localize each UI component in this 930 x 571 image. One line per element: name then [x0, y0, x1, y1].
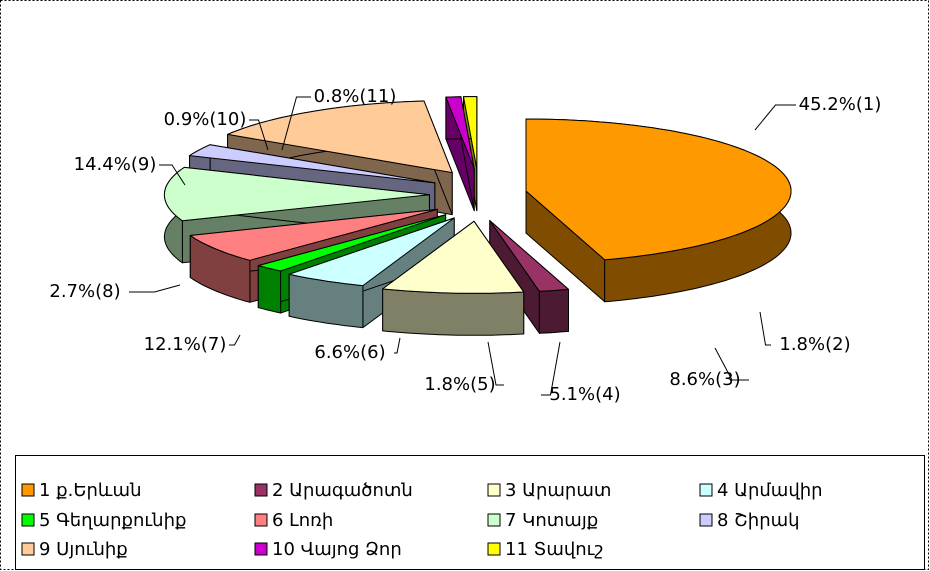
legend-box — [15, 455, 925, 570]
legend-swatch — [699, 513, 713, 527]
data-label: 12.1%(7) — [144, 334, 227, 355]
data-label: 1.8%(5) — [424, 374, 495, 395]
slice — [163, 166, 430, 222]
legend-label: 2 Արագածոտն — [272, 480, 413, 501]
legend-swatch — [487, 542, 501, 556]
data-label: 8.6%(3) — [669, 369, 740, 390]
slice-side — [257, 265, 282, 314]
leader-line — [541, 341, 561, 396]
leader-line — [129, 284, 181, 293]
legend-swatch — [254, 513, 268, 527]
leader-line — [714, 347, 749, 381]
legend-swatch — [21, 513, 35, 527]
slice — [189, 144, 436, 184]
slice — [227, 100, 453, 174]
leader-line — [229, 334, 241, 346]
slice — [189, 208, 438, 261]
leader-line — [159, 164, 186, 186]
legend-label: 9 Սյունիք — [39, 539, 128, 560]
legend-swatch — [254, 483, 268, 497]
legend-swatch — [21, 483, 35, 497]
slice — [288, 217, 455, 287]
legend-label: 3 Արարատ — [505, 480, 611, 501]
legend-swatch — [487, 483, 501, 497]
legend-label: 8 Շիրակ — [717, 510, 800, 531]
data-label: 5.1%(4) — [549, 384, 620, 405]
leader-line — [394, 337, 401, 354]
legend-swatch — [487, 513, 501, 527]
data-label: 1.8%(2) — [779, 334, 850, 355]
leader-line — [759, 311, 771, 346]
slice-side — [538, 288, 569, 334]
data-label: 0.9%(10) — [164, 109, 247, 130]
legend-label: 5 Գեղարքունիք — [39, 510, 186, 531]
legend-label: 7 Կոտայք — [505, 510, 598, 531]
leader-line — [487, 341, 504, 386]
legend-label: 10 Վայոց Ձոր — [272, 539, 402, 560]
slice — [445, 96, 475, 170]
legend-swatch — [699, 483, 713, 497]
slice — [257, 214, 447, 272]
legend-swatch — [254, 542, 268, 556]
slice — [382, 220, 525, 294]
legend-label: 6 Լոռի — [272, 510, 333, 531]
leader-line — [281, 96, 311, 151]
data-label: 45.2%(1) — [799, 94, 882, 115]
legend-label: 4 Արմավիր — [717, 480, 823, 501]
slice-side — [382, 288, 525, 336]
data-label: 6.6%(6) — [314, 342, 385, 363]
slice — [525, 118, 792, 261]
slice — [489, 220, 569, 292]
data-label: 0.8%(11) — [314, 86, 397, 107]
legend-label: 1 ք.Երևան — [39, 480, 141, 501]
legend-label: 11 Տավուշ — [505, 539, 603, 560]
slice — [463, 96, 478, 170]
data-label: 2.7%(8) — [49, 281, 120, 302]
leader-line — [754, 104, 796, 131]
data-label: 14.4%(9) — [74, 154, 157, 175]
leader-line — [249, 119, 269, 151]
legend-swatch — [21, 542, 35, 556]
